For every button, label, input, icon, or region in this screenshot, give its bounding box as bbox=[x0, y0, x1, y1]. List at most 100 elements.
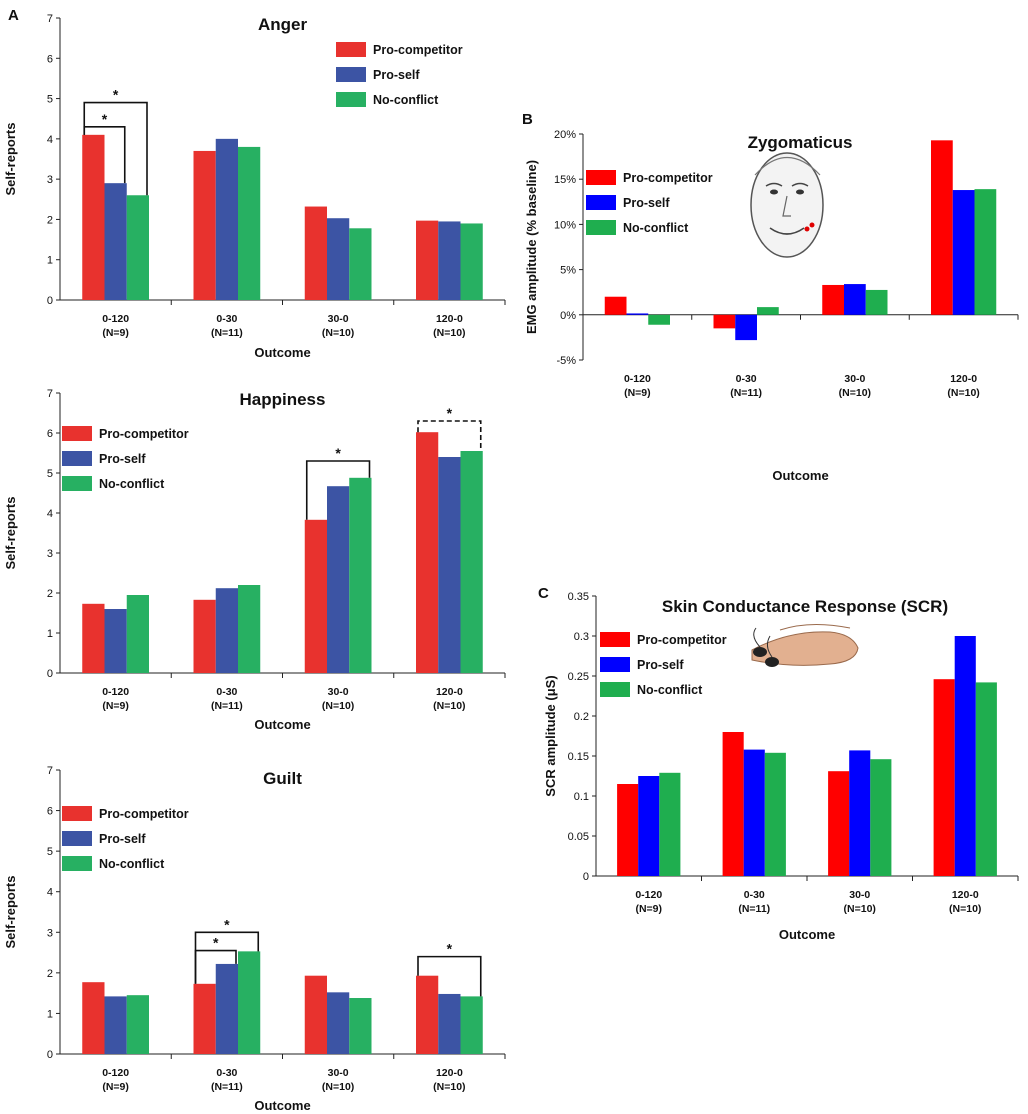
bar-pro_self bbox=[327, 992, 350, 1054]
significance-star: * bbox=[447, 405, 453, 421]
x-axis-label: Outcome bbox=[772, 468, 828, 483]
bar-no_conflict bbox=[974, 189, 997, 315]
y-tick-label: 0% bbox=[560, 310, 576, 322]
bar-pro_self bbox=[849, 750, 871, 876]
y-tick-label: 0.3 bbox=[574, 631, 589, 643]
x-tick-sublabel: (N=11) bbox=[211, 700, 243, 712]
bar-pro_competitor bbox=[82, 603, 105, 673]
y-tick-label: 7 bbox=[47, 388, 53, 400]
x-axis-label: Outcome bbox=[254, 717, 310, 732]
y-tick-label: 4 bbox=[47, 887, 53, 899]
significance-star: * bbox=[213, 935, 219, 951]
hand-illustration bbox=[751, 623, 859, 667]
bar-pro_self bbox=[215, 138, 238, 300]
legend-swatch-no_conflict bbox=[336, 92, 366, 107]
legend-swatch-no_conflict bbox=[600, 682, 630, 697]
y-tick-label: 10% bbox=[554, 219, 576, 231]
significance-star: * bbox=[224, 916, 230, 932]
bar-pro_competitor bbox=[933, 679, 955, 876]
x-axis-label: Outcome bbox=[254, 345, 310, 360]
bar-pro_competitor bbox=[617, 784, 639, 876]
bar-pro_competitor bbox=[931, 140, 953, 315]
x-tick-sublabel: (N=10) bbox=[433, 327, 465, 339]
bar-pro_competitor bbox=[828, 771, 850, 876]
significance-star: * bbox=[447, 941, 453, 957]
y-tick-label: 20% bbox=[554, 129, 576, 141]
significance-bracket bbox=[305, 460, 371, 520]
legend-label: Pro-competitor bbox=[99, 427, 189, 441]
bar-pro_competitor bbox=[416, 432, 439, 673]
y-axis-label: Self-reports bbox=[3, 876, 18, 949]
y-tick-label: 5% bbox=[560, 265, 576, 277]
legend-swatch-no_conflict bbox=[586, 220, 616, 235]
y-tick-label: 4 bbox=[47, 508, 53, 520]
bar-no_conflict bbox=[648, 314, 670, 325]
legend-label: Pro-competitor bbox=[373, 43, 463, 57]
y-tick-label: 2 bbox=[47, 968, 53, 980]
x-tick-sublabel: (N=10) bbox=[947, 387, 979, 399]
y-tick-label: 0.25 bbox=[568, 671, 589, 683]
bar-no_conflict bbox=[460, 996, 483, 1054]
legend-swatch-pro_competitor bbox=[62, 426, 92, 441]
x-tick-label: 0-30 bbox=[216, 686, 237, 698]
legend-label: Pro-self bbox=[373, 68, 420, 82]
x-tick-label: 120-0 bbox=[436, 686, 463, 698]
legend-label: Pro-self bbox=[637, 658, 684, 672]
x-tick-label: 120-0 bbox=[950, 373, 977, 385]
bar-no_conflict bbox=[126, 595, 149, 673]
significance-bracket bbox=[417, 420, 482, 451]
y-tick-label: 5 bbox=[47, 468, 53, 480]
bar-pro_competitor bbox=[82, 134, 105, 300]
y-tick-label: 0.15 bbox=[568, 751, 589, 763]
legend-label: Pro-self bbox=[623, 196, 670, 210]
legend-label: Pro-competitor bbox=[99, 807, 189, 821]
bar-pro_self bbox=[438, 221, 461, 300]
bar-pro_competitor bbox=[416, 975, 439, 1054]
legend-label: No-conflict bbox=[99, 857, 165, 871]
y-tick-label: 0 bbox=[47, 668, 53, 680]
x-tick-sublabel: (N=10) bbox=[322, 700, 354, 712]
y-tick-label: 3 bbox=[47, 548, 53, 560]
y-axis-label: SCR amplitude (μS) bbox=[543, 675, 558, 796]
x-tick-sublabel: (N=11) bbox=[211, 327, 243, 339]
bar-pro_self bbox=[438, 993, 461, 1054]
chart-title: Skin Conductance Response (SCR) bbox=[662, 597, 948, 616]
significance-star: * bbox=[102, 111, 108, 127]
y-tick-label: 2 bbox=[47, 214, 53, 226]
x-tick-sublabel: (N=11) bbox=[730, 387, 762, 399]
legend-swatch-pro_self bbox=[336, 67, 366, 82]
chart-guilt: 0 1 2 3 4 5 6 7 0-120 (N=9) 0-30 (N=11) 30-0 (N=10) 12… bbox=[3, 765, 506, 1113]
legend-label: Pro-self bbox=[99, 832, 146, 846]
x-tick-label: 120-0 bbox=[436, 313, 463, 325]
significance-bracket bbox=[194, 931, 260, 984]
x-tick-sublabel: (N=10) bbox=[433, 700, 465, 712]
significance-bracket bbox=[417, 955, 482, 997]
y-tick-label: 0.1 bbox=[574, 791, 589, 803]
x-tick-sublabel: (N=9) bbox=[102, 1081, 129, 1093]
legend-label: Pro-competitor bbox=[637, 633, 727, 647]
x-tick-sublabel: (N=10) bbox=[949, 903, 981, 915]
bar-pro_competitor bbox=[304, 206, 327, 300]
y-tick-label: 1 bbox=[47, 1008, 53, 1020]
bar-no_conflict bbox=[764, 752, 786, 876]
bar-pro_competitor bbox=[713, 314, 736, 329]
y-tick-label: -5% bbox=[556, 355, 576, 367]
legend-label: No-conflict bbox=[623, 221, 689, 235]
bar-no_conflict bbox=[757, 307, 779, 315]
y-axis-label: Self-reports bbox=[3, 497, 18, 570]
bar-pro_self bbox=[104, 609, 127, 673]
legend-swatch-pro_self bbox=[62, 451, 92, 466]
face-illustration bbox=[750, 152, 824, 258]
bar-pro_competitor bbox=[193, 599, 216, 673]
panel-label-b: B bbox=[522, 111, 533, 128]
bar-pro_self bbox=[104, 996, 127, 1054]
y-tick-label: 3 bbox=[47, 927, 53, 939]
x-tick-sublabel: (N=10) bbox=[322, 327, 354, 339]
legend-swatch-pro_competitor bbox=[336, 42, 366, 57]
y-axis-label: Self-reports bbox=[3, 123, 18, 196]
y-tick-label: 0 bbox=[583, 871, 589, 883]
bar-no_conflict bbox=[659, 772, 681, 876]
y-tick-label: 1 bbox=[47, 628, 53, 640]
x-tick-sublabel: (N=11) bbox=[211, 1081, 243, 1093]
bar-no_conflict bbox=[238, 951, 261, 1054]
